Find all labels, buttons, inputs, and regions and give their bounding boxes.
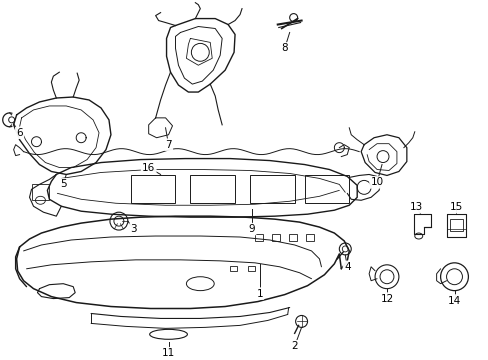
Bar [271,234,279,241]
Text: 9: 9 [248,224,255,234]
Bar [254,234,263,241]
Bar [230,266,237,271]
Text: 11: 11 [162,348,175,358]
Bar [31,184,49,200]
Text: 12: 12 [380,293,393,303]
Bar [448,219,463,231]
Bar [304,175,348,203]
Bar [249,175,294,203]
Text: 14: 14 [447,296,460,306]
Text: 13: 13 [409,202,423,212]
Text: 15: 15 [449,202,462,212]
Text: 5: 5 [60,179,66,189]
Text: 8: 8 [281,43,287,53]
Text: 6: 6 [16,128,23,138]
Bar [190,175,235,203]
Text: 7: 7 [165,140,171,150]
Text: 3: 3 [130,224,137,234]
Text: 4: 4 [343,262,350,272]
Bar [305,234,313,241]
Text: 1: 1 [256,289,263,298]
Text: 2: 2 [291,341,297,351]
Bar [131,175,175,203]
Text: 10: 10 [370,177,383,188]
Bar [288,234,296,241]
Text: 16: 16 [142,162,155,172]
Bar [247,266,254,271]
